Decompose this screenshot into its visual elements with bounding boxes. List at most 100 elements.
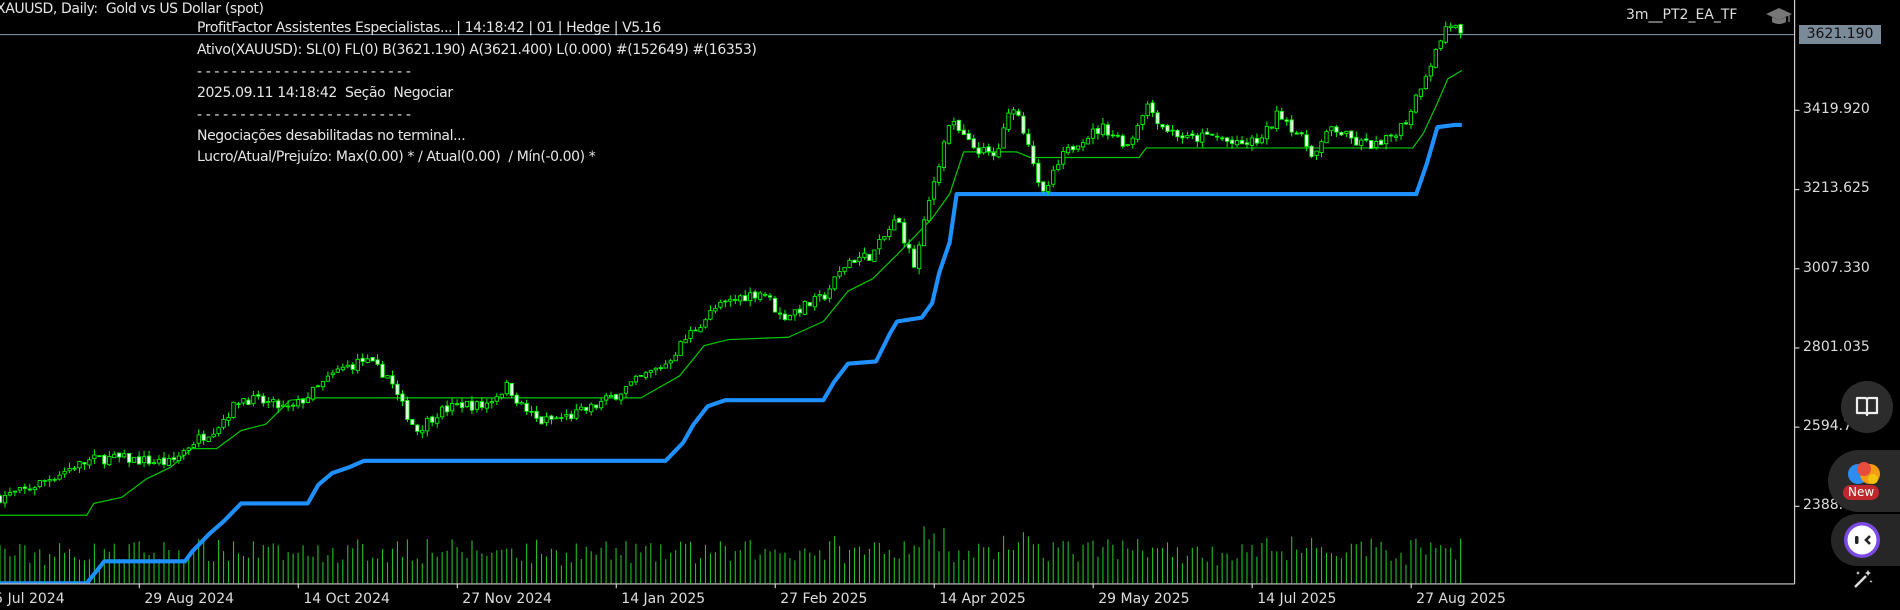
candle [42, 479, 47, 487]
chat-bot-button[interactable] [1831, 514, 1900, 566]
candle [1075, 145, 1081, 153]
candle [703, 318, 708, 329]
candle [1031, 140, 1036, 167]
candle [1458, 23, 1463, 39]
book-button[interactable] [1841, 381, 1893, 433]
candle [52, 477, 57, 483]
candle [1433, 48, 1438, 69]
candle [574, 403, 579, 421]
candle [743, 289, 748, 302]
candle [1388, 133, 1394, 142]
candle [559, 413, 564, 422]
graduation-cap-icon[interactable] [1765, 6, 1793, 26]
candle [1001, 123, 1006, 149]
candle [797, 304, 802, 318]
candle [151, 459, 157, 465]
candle [335, 365, 340, 373]
candle [832, 276, 837, 291]
candle [907, 239, 912, 254]
candle [767, 292, 773, 301]
candle [1021, 112, 1026, 135]
candle [1309, 144, 1314, 159]
candle [1379, 139, 1384, 146]
candle [544, 412, 549, 426]
colorful-brain-icon [1848, 462, 1880, 484]
candle [996, 143, 1001, 159]
candle [728, 295, 733, 307]
candle [668, 358, 673, 370]
candle [22, 483, 27, 495]
candle [748, 287, 753, 307]
candle [276, 398, 281, 414]
candle [216, 426, 221, 437]
candle [499, 393, 504, 400]
candle [1006, 108, 1011, 132]
candle [445, 400, 450, 416]
candle [1085, 135, 1091, 145]
price-tick-label: 2801.035 [1803, 338, 1870, 355]
candle [1100, 117, 1106, 138]
candle [1448, 22, 1453, 32]
candle [792, 309, 798, 321]
candle [122, 449, 127, 459]
candle [504, 379, 509, 396]
candle [519, 400, 524, 405]
candle [524, 399, 529, 415]
candle [1239, 136, 1245, 145]
candle [454, 399, 460, 407]
candle [1398, 123, 1404, 141]
price-tick-label: 3213.625 [1803, 180, 1870, 197]
candle [941, 139, 947, 172]
candle [1339, 131, 1344, 137]
candle [47, 475, 52, 487]
candle [926, 196, 932, 223]
candle [782, 309, 788, 322]
candle [161, 451, 167, 469]
candle [862, 247, 867, 260]
candle [822, 292, 827, 301]
candle [1314, 150, 1319, 161]
candle [435, 413, 440, 428]
candle [251, 390, 256, 407]
candle [698, 324, 703, 333]
candle [1046, 181, 1051, 195]
candle [1195, 132, 1200, 147]
candle [1349, 130, 1354, 144]
candle [1036, 158, 1041, 187]
candle [1200, 128, 1205, 148]
candle [1180, 132, 1185, 144]
candle [385, 375, 390, 379]
candles [0, 21, 1463, 508]
ai-assistant-new-button[interactable]: New [1828, 450, 1900, 512]
candle [648, 369, 653, 379]
candle [345, 360, 350, 369]
comment-line: Ativo(XAUUSD): SL(0) FL(0) B(3621.190) A… [197, 42, 757, 58]
candle [57, 471, 62, 481]
candle [355, 353, 360, 374]
candle [1125, 143, 1130, 147]
magic-wand-icon[interactable] [1852, 568, 1874, 590]
new-badge: New [1843, 485, 1880, 500]
candle [1090, 123, 1096, 145]
candle [658, 365, 663, 372]
expert-advisor-name[interactable]: 3m__PT2_EA_TF [1626, 7, 1738, 23]
candle [877, 234, 882, 255]
candle [136, 451, 142, 465]
candle [837, 266, 842, 279]
candle [325, 371, 331, 383]
candle [340, 363, 345, 372]
candle [713, 304, 718, 314]
candle [663, 359, 668, 369]
candle [1140, 114, 1145, 131]
candle [1105, 121, 1111, 140]
candle [181, 448, 186, 460]
candle [1344, 130, 1349, 138]
candle [847, 257, 852, 269]
candle [613, 393, 619, 401]
candle [986, 143, 991, 156]
candle [82, 462, 87, 471]
candle [912, 245, 917, 268]
candle [494, 393, 499, 406]
candle [787, 314, 793, 321]
